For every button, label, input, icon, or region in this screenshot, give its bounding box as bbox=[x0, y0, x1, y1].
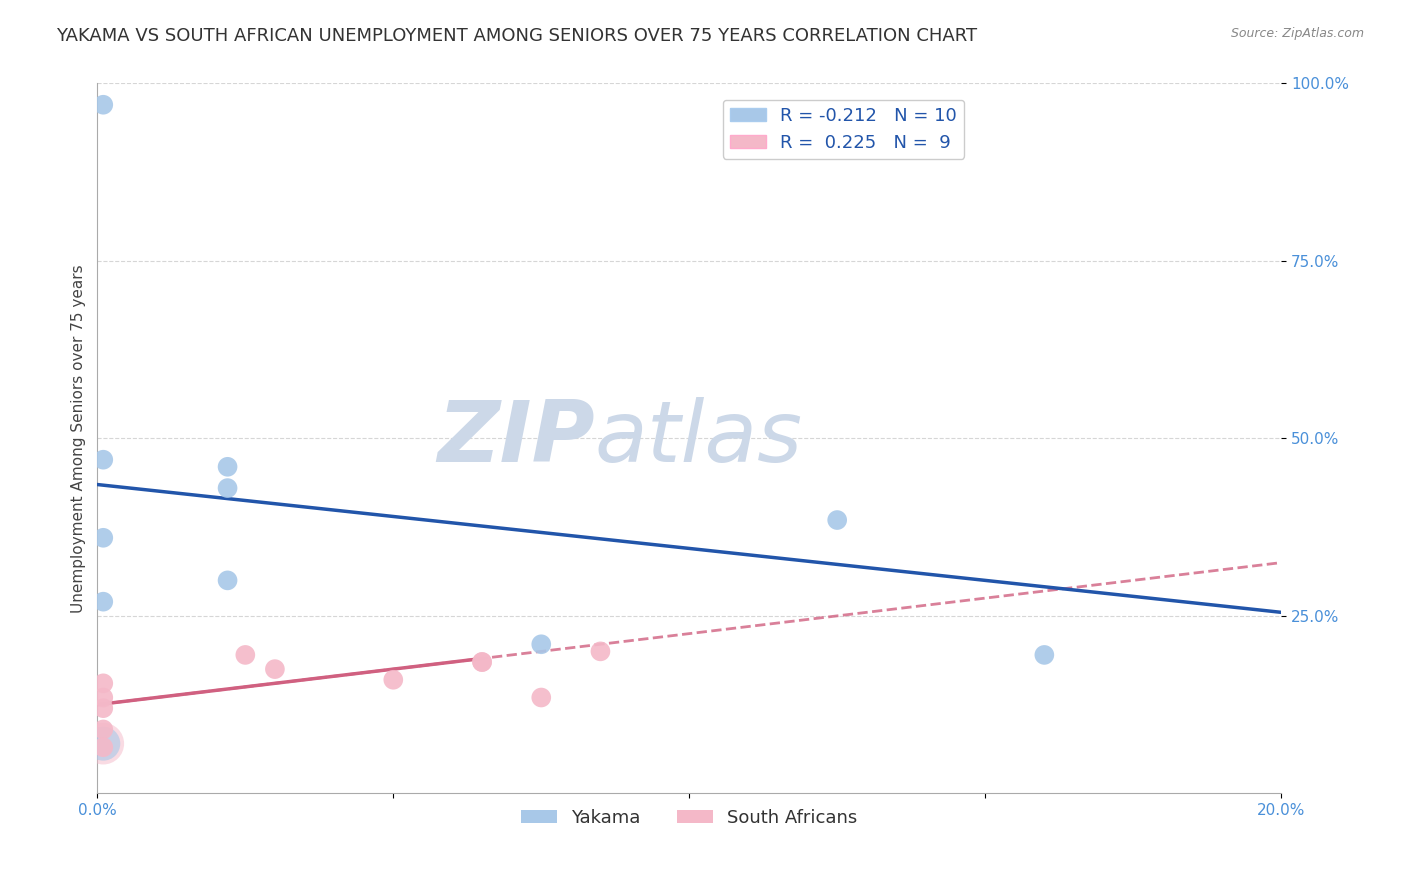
Point bbox=[91, 452, 114, 467]
Point bbox=[217, 459, 239, 474]
Point bbox=[264, 662, 287, 676]
Legend: Yakama, South Africans: Yakama, South Africans bbox=[513, 802, 865, 834]
Point bbox=[471, 655, 494, 669]
Point bbox=[91, 595, 114, 609]
Point bbox=[91, 737, 114, 751]
Point bbox=[589, 644, 612, 658]
Point bbox=[217, 481, 239, 495]
Point bbox=[91, 723, 114, 737]
Point bbox=[91, 690, 114, 705]
Text: ZIP: ZIP bbox=[437, 397, 595, 480]
Y-axis label: Unemployment Among Seniors over 75 years: Unemployment Among Seniors over 75 years bbox=[72, 264, 86, 613]
Point bbox=[91, 701, 114, 715]
Point bbox=[825, 513, 848, 527]
Text: YAKAMA VS SOUTH AFRICAN UNEMPLOYMENT AMONG SENIORS OVER 75 YEARS CORRELATION CHA: YAKAMA VS SOUTH AFRICAN UNEMPLOYMENT AMO… bbox=[56, 27, 977, 45]
Text: Source: ZipAtlas.com: Source: ZipAtlas.com bbox=[1230, 27, 1364, 40]
Point bbox=[217, 574, 239, 588]
Point bbox=[91, 737, 114, 751]
Text: atlas: atlas bbox=[595, 397, 803, 480]
Point bbox=[1033, 648, 1056, 662]
Point bbox=[91, 97, 114, 112]
Point bbox=[471, 655, 494, 669]
Point bbox=[530, 690, 553, 705]
Point bbox=[91, 531, 114, 545]
Point bbox=[382, 673, 405, 687]
Point bbox=[91, 740, 114, 755]
Point bbox=[91, 676, 114, 690]
Point bbox=[233, 648, 256, 662]
Point bbox=[530, 637, 553, 651]
